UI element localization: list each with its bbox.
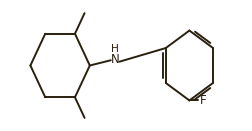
Text: N: N	[110, 53, 119, 66]
Text: H: H	[111, 44, 118, 54]
Text: F: F	[199, 94, 206, 107]
